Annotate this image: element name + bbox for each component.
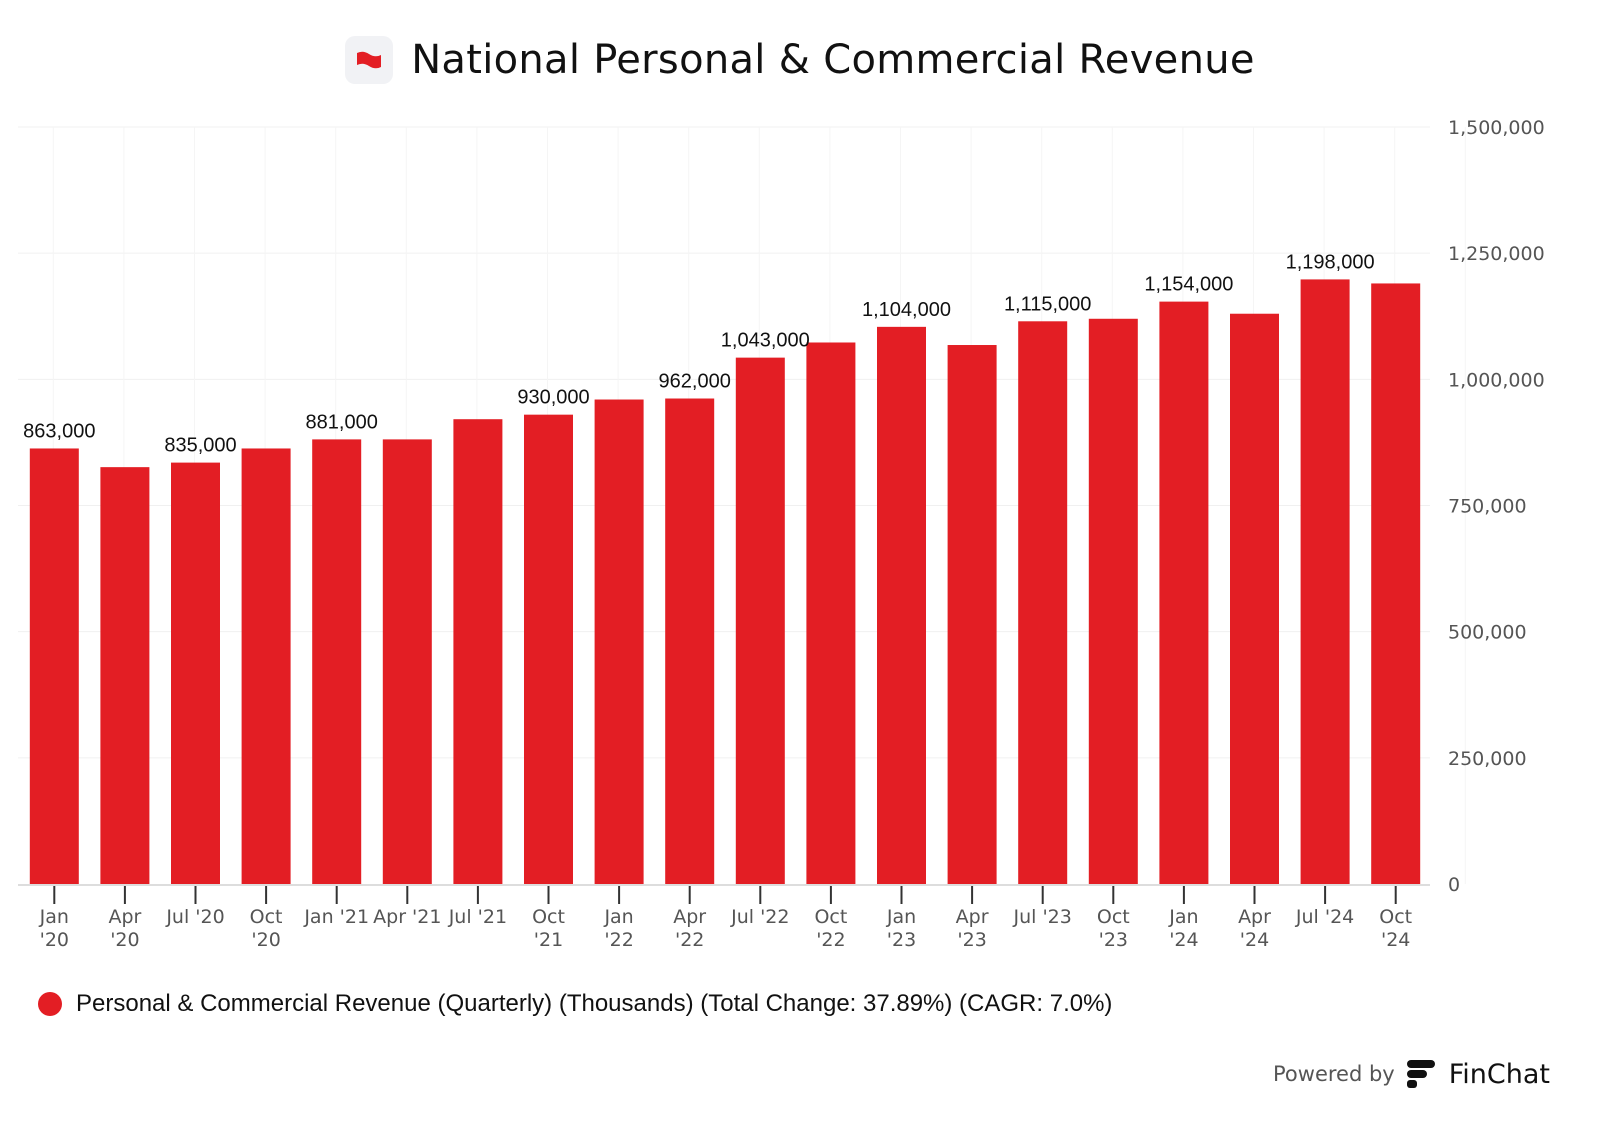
y-tick-label: 750,000 bbox=[1448, 496, 1527, 518]
x-tick-label: Jan '21 bbox=[303, 906, 369, 928]
bar[interactable] bbox=[665, 398, 715, 884]
y-tick-label: 1,500,000 bbox=[1448, 117, 1545, 139]
bar[interactable] bbox=[947, 345, 997, 884]
bar[interactable] bbox=[594, 399, 644, 884]
data-label: 835,000 bbox=[164, 435, 236, 457]
y-axis: 0 250,000 500,000 750,000 1,000,000 1,250,000… bbox=[1448, 117, 1545, 896]
chart-title: National Personal & Commercial Revenue bbox=[411, 37, 1255, 83]
bar[interactable] bbox=[735, 357, 785, 884]
powered-by: Powered by FinChat bbox=[1273, 1058, 1550, 1090]
x-tick-label: '24 bbox=[1169, 929, 1198, 951]
x-tick-label: '20 bbox=[110, 929, 139, 951]
data-label: 881,000 bbox=[306, 411, 378, 433]
x-tick-label: Oct bbox=[814, 906, 847, 928]
x-tick-label: Jul '24 bbox=[1295, 906, 1354, 928]
x-tick-label: Jul '21 bbox=[448, 906, 507, 928]
y-tick-label: 500,000 bbox=[1448, 622, 1527, 644]
x-tick-label: '23 bbox=[957, 929, 986, 951]
y-tick-label: 250,000 bbox=[1448, 748, 1527, 770]
company-logo bbox=[345, 36, 394, 84]
x-tick-label: '20 bbox=[40, 929, 69, 951]
y-tick-label: 0 bbox=[1448, 874, 1460, 896]
x-tick-label: Jul '20 bbox=[165, 906, 224, 928]
bar-chart: 863,000 835,000 881,000 930,000 962,000 1,043… bbox=[18, 117, 1545, 951]
bar[interactable] bbox=[1018, 321, 1068, 885]
bar[interactable] bbox=[382, 439, 432, 884]
x-tick-label: '24 bbox=[1240, 929, 1269, 951]
x-tick-label: '24 bbox=[1381, 929, 1410, 951]
x-tick-label: Jan bbox=[886, 906, 916, 928]
x-tick-label: Jan bbox=[39, 906, 69, 928]
x-tick-label: Oct bbox=[250, 906, 283, 928]
x-tick-label: '22 bbox=[604, 929, 633, 951]
x-tick-label: '22 bbox=[675, 929, 704, 951]
bar[interactable] bbox=[524, 414, 573, 884]
x-tick-label: '23 bbox=[1099, 929, 1128, 951]
bar[interactable] bbox=[171, 462, 220, 884]
x-tick-label: Jul '22 bbox=[730, 906, 789, 928]
data-label: 1,115,000 bbox=[1004, 293, 1092, 315]
x-tick-label: Jan bbox=[603, 906, 633, 928]
bar[interactable] bbox=[312, 439, 362, 884]
powered-by-text: Powered by bbox=[1273, 1062, 1395, 1086]
bar[interactable] bbox=[1088, 318, 1138, 885]
data-label: 1,154,000 bbox=[1144, 274, 1233, 296]
bar[interactable] bbox=[453, 419, 503, 884]
x-tick-label: Oct bbox=[532, 906, 565, 928]
data-labels: 863,000 835,000 881,000 930,000 962,000 1,043… bbox=[23, 251, 1374, 456]
data-label: 1,104,000 bbox=[862, 299, 951, 321]
x-tick-label: Apr bbox=[956, 906, 989, 928]
legend-label: Personal & Commercial Revenue (Quarterly… bbox=[76, 990, 1113, 1017]
bar[interactable] bbox=[1300, 279, 1350, 885]
bar[interactable] bbox=[806, 342, 856, 884]
x-tick-label: Apr bbox=[1238, 906, 1271, 928]
data-label: 863,000 bbox=[23, 420, 95, 442]
bar[interactable] bbox=[29, 448, 79, 884]
x-tick-label: '21 bbox=[534, 929, 563, 951]
data-label: 930,000 bbox=[517, 387, 589, 409]
legend-marker bbox=[38, 992, 62, 1016]
x-tick-label: Oct bbox=[1097, 906, 1130, 928]
bar[interactable] bbox=[1230, 313, 1279, 884]
x-tick-label: Apr '21 bbox=[373, 906, 441, 928]
finchat-logo-icon bbox=[1406, 1060, 1435, 1088]
finchat-brand: FinChat bbox=[1448, 1058, 1550, 1090]
bar[interactable] bbox=[241, 448, 291, 884]
national-bank-flag-icon bbox=[357, 51, 382, 69]
x-tick-label: Jul '23 bbox=[1013, 906, 1072, 928]
x-tick-label: '23 bbox=[887, 929, 916, 951]
x-tick-label: Apr bbox=[673, 906, 706, 928]
data-label: 1,043,000 bbox=[721, 330, 810, 352]
legend[interactable]: Personal & Commercial Revenue (Quarterly… bbox=[38, 990, 1112, 1018]
bar[interactable] bbox=[1159, 301, 1209, 885]
data-label: 1,198,000 bbox=[1286, 251, 1375, 273]
bars bbox=[29, 279, 1421, 885]
x-tick-label: Jan bbox=[1168, 906, 1198, 928]
x-tick-label: Oct bbox=[1379, 906, 1412, 928]
x-tick-label: Apr bbox=[108, 906, 141, 928]
chart-header: National Personal & Commercial Revenue bbox=[0, 36, 1600, 84]
bar[interactable] bbox=[1371, 283, 1421, 884]
x-tick-label: '22 bbox=[816, 929, 845, 951]
x-tick-label: '20 bbox=[251, 929, 280, 951]
y-tick-label: 1,250,000 bbox=[1448, 243, 1545, 265]
y-tick-label: 1,000,000 bbox=[1448, 369, 1545, 391]
bar[interactable] bbox=[100, 467, 150, 884]
bar[interactable] bbox=[877, 326, 926, 884]
data-label: 962,000 bbox=[659, 371, 731, 393]
